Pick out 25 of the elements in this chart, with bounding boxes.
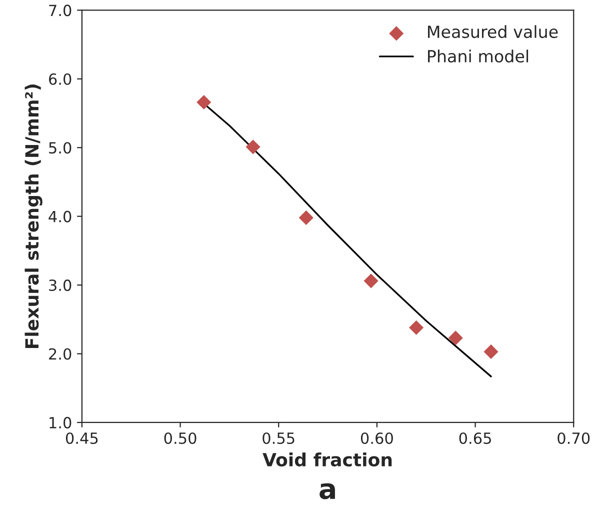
y-tick-label: 1.0 (50, 416, 72, 428)
x-tick-label: 0.60 (360, 432, 393, 444)
x-tick-label: 0.50 (164, 432, 196, 444)
x-tick-label: 0.65 (459, 432, 491, 444)
x-tick-label: 0.55 (262, 432, 294, 444)
point (246, 140, 260, 154)
point (448, 330, 463, 346)
text: a (320, 483, 335, 500)
point (298, 210, 314, 225)
legend-label: Measured value (428, 25, 558, 38)
y-tick-label: 5.0 (49, 142, 72, 154)
x-tick-label: 0.45 (66, 432, 98, 444)
y-tick-label: 2.0 (49, 348, 72, 360)
point (484, 344, 498, 359)
point (196, 94, 212, 110)
x-axis-title: Void fraction (262, 452, 392, 467)
y-axis-title: Flexural strength (N/mm²) (24, 84, 42, 348)
y-tick-label: 7.0 (49, 4, 72, 16)
y-tick-label: 4.0 (48, 210, 72, 222)
x-tick-label: 0.70 (558, 432, 590, 444)
y-tick-label: 6.0 (48, 73, 72, 85)
legend-label: Phani model (428, 50, 528, 63)
point (408, 320, 424, 335)
point (364, 274, 378, 288)
y-tick-label: 3.0 (49, 280, 72, 292)
